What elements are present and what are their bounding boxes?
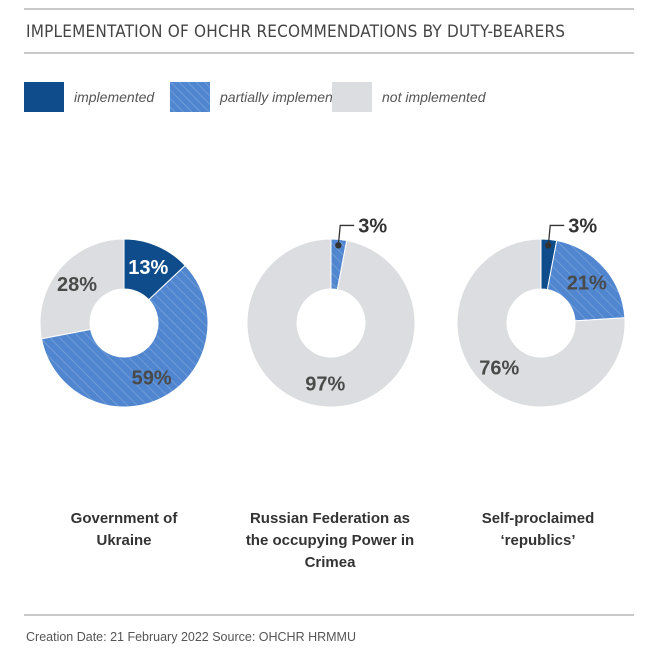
leader-dot — [335, 242, 342, 249]
donut-slice-not-implemented — [456, 238, 626, 408]
legend-label-implemented: implemented — [74, 89, 155, 105]
donut-slice-partially-implemented — [40, 264, 209, 408]
footer-rule — [24, 614, 634, 616]
donut-chart-3: 3% 21% 76% — [456, 215, 626, 408]
leader-dot — [545, 242, 552, 249]
legend-label-partially-implemented: partially implemented — [220, 89, 353, 105]
donut-chart-2: 3% 97% — [246, 215, 416, 408]
caption-russian-federation: Russian Federation as the occupying Powe… — [230, 508, 430, 574]
donut-slice-not-implemented — [39, 238, 125, 340]
slice-label-partially-implemented: 3% — [358, 215, 387, 237]
title-rule — [24, 52, 634, 54]
slice-label-not-implemented: 76% — [479, 357, 519, 379]
legend-swatch-partially-implemented — [170, 82, 210, 112]
legend-label-not-implemented: not implemented — [382, 89, 486, 105]
donut-charts: 13% 59% 28% 3% 97% 3% 21% 76% — [39, 215, 626, 408]
donut-slice-partially-implemented — [546, 239, 626, 322]
caption-line: the occupying Power in — [245, 532, 415, 549]
legend-swatch-not-implemented — [332, 82, 372, 112]
leader-line — [547, 224, 565, 246]
slice-label-implemented: 13% — [128, 257, 168, 279]
caption-self-proclaimed-republics: Self-proclaimed ‘republics’ — [438, 508, 638, 552]
slice-label-not-implemented: 97% — [305, 374, 345, 396]
legend: implemented partially implemented not im… — [24, 82, 644, 112]
caption-line: Crimea — [304, 554, 356, 571]
caption-government-of-ukraine: Government of Ukraine — [24, 508, 224, 552]
caption-line: Russian Federation as — [249, 510, 411, 527]
caption-line: Government of — [70, 510, 178, 527]
caption-line: Self-proclaimed — [481, 510, 595, 527]
slice-label-partially-implemented: 59% — [132, 367, 172, 389]
donut-slice-not-implemented — [246, 238, 416, 408]
top-rule — [24, 8, 634, 10]
footer-source: Creation Date: 21 February 2022 Source: … — [26, 630, 356, 644]
caption-line: ‘republics’ — [500, 532, 576, 549]
leader-line — [337, 224, 355, 246]
slice-label-not-implemented: 28% — [57, 274, 97, 296]
slice-label-partially-implemented: 21% — [567, 273, 607, 295]
slice-label-implemented: 3% — [568, 215, 597, 237]
legend-swatch-implemented — [24, 82, 64, 112]
caption-line: Ukraine — [96, 532, 152, 549]
chart-title: IMPLEMENTATION OF OHCHR RECOMMENDATIONS … — [26, 22, 566, 42]
donut-chart-1: 13% 59% 28% — [39, 238, 209, 408]
